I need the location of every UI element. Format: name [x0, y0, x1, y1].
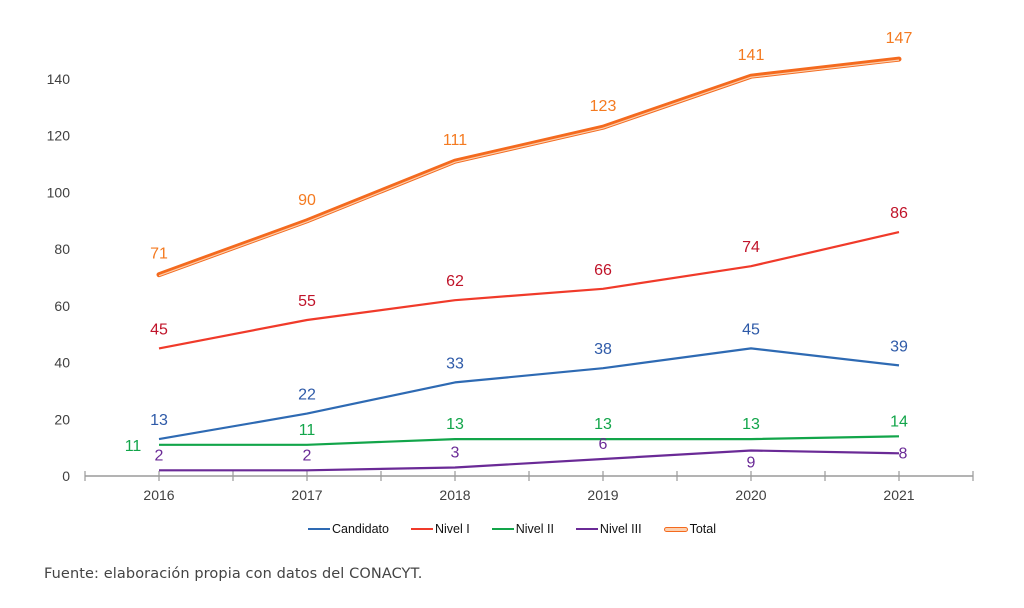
- legend-swatch-nivel-i: [410, 528, 433, 530]
- data-label-total: 123: [590, 98, 617, 115]
- data-label-total: 141: [738, 47, 765, 64]
- x-tick-label: 2021: [883, 487, 914, 503]
- legend-item-nivel-iii: Nivel III: [575, 522, 642, 536]
- data-label-nivel-ii: 14: [890, 413, 908, 430]
- y-tick-label: 120: [47, 128, 71, 144]
- data-label-nivel-i: 66: [594, 262, 612, 279]
- chart-legend: Candidato Nivel I Nivel II Nivel III Total: [0, 522, 1024, 536]
- data-label-nivel-iii: 3: [451, 444, 460, 461]
- data-label-total: 71: [150, 246, 168, 263]
- legend-item-total: Total: [663, 522, 717, 536]
- y-tick-label: 40: [54, 355, 70, 371]
- y-tick-label: 80: [54, 241, 70, 257]
- y-axis: 0 20 40 60 80 100 120 140: [47, 71, 71, 484]
- data-label-candidato: 22: [298, 387, 316, 404]
- x-tick-label: 2017: [291, 487, 322, 503]
- data-label-total: 90: [298, 192, 316, 209]
- series-line-total-inner: [158, 59, 900, 277]
- legend-label: Nivel II: [515, 522, 554, 536]
- legend-label: Total: [689, 522, 717, 536]
- data-label-nivel-i: 55: [298, 293, 316, 310]
- y-tick-label: 60: [54, 298, 70, 314]
- y-tick-label: 140: [47, 71, 71, 87]
- data-label-nivel-iii: 6: [599, 436, 608, 453]
- source-note: Fuente: elaboración propia con datos del…: [44, 566, 423, 582]
- x-axis: 2016 2017 2018 2019 2020 2021: [84, 471, 974, 503]
- legend-label: Nivel III: [599, 522, 642, 536]
- legend-item-nivel-i: Nivel I: [410, 522, 470, 536]
- data-label-total: 111: [443, 132, 467, 149]
- data-label-candidato: 13: [150, 412, 168, 429]
- x-tick-label: 2018: [439, 487, 470, 503]
- legend-swatch-candidato: [307, 528, 330, 530]
- data-label-nivel-i: 86: [890, 205, 908, 222]
- series-line-nivel-i: [158, 231, 900, 350]
- x-tick-label: 2016: [143, 487, 174, 503]
- data-label-nivel-ii: 11: [299, 422, 316, 439]
- legend-swatch-nivel-iii: [575, 528, 598, 530]
- series-line-nivel-ii: [159, 435, 900, 446]
- x-tick-label: 2019: [587, 487, 618, 503]
- legend-swatch-nivel-ii: [491, 528, 514, 530]
- data-label-nivel-iii: 2: [303, 447, 312, 464]
- legend-label: Nivel I: [434, 522, 470, 536]
- data-label-candidato: 45: [742, 321, 760, 338]
- data-label-nivel-i: 74: [742, 239, 760, 256]
- data-label-nivel-ii: 13: [742, 416, 760, 433]
- series-line-candidato: [158, 347, 900, 441]
- y-tick-label: 20: [54, 411, 70, 427]
- data-label-candidato: 33: [446, 355, 464, 372]
- series-lines: [156, 56, 902, 472]
- data-label-nivel-ii: 11: [125, 438, 142, 455]
- data-label-nivel-i: 45: [150, 321, 168, 338]
- y-tick-label: 0: [62, 468, 70, 484]
- y-tick-label: 100: [47, 184, 71, 200]
- data-label-nivel-iii: 8: [899, 445, 908, 462]
- data-label-nivel-ii: 13: [594, 416, 612, 433]
- data-label-nivel-iii: 9: [747, 454, 756, 471]
- legend-swatch-total: [663, 526, 688, 532]
- data-label-nivel-iii: 2: [155, 447, 164, 464]
- series-line-total: [156, 56, 902, 278]
- data-label-nivel-i: 62: [446, 273, 464, 290]
- data-label-candidato: 38: [594, 341, 612, 358]
- legend-item-candidato: Candidato: [307, 522, 389, 536]
- legend-item-nivel-ii: Nivel II: [491, 522, 554, 536]
- data-label-total: 147: [886, 30, 913, 47]
- x-tick-label: 2020: [735, 487, 766, 503]
- legend-label: Candidato: [331, 522, 389, 536]
- series-line-nivel-iii: [159, 449, 900, 472]
- data-label-nivel-ii: 13: [446, 416, 464, 433]
- data-label-candidato: 39: [890, 338, 908, 355]
